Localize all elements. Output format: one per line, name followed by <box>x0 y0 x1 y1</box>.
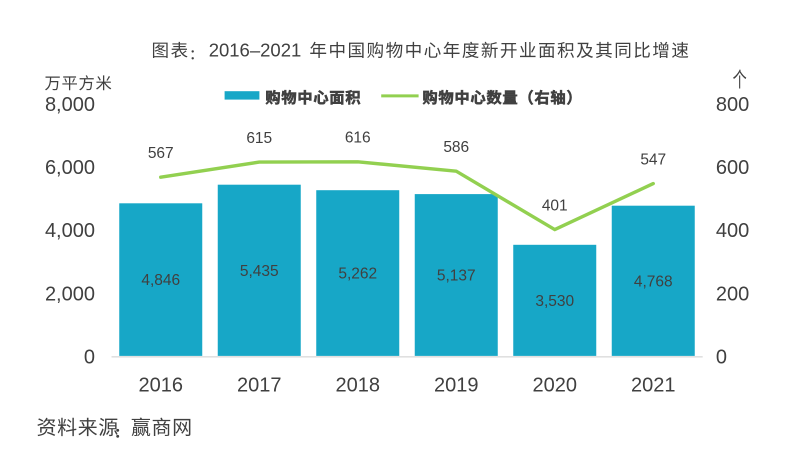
svg-text:4,000: 4,000 <box>45 220 95 242</box>
svg-text:600: 600 <box>716 157 749 179</box>
svg-text:615: 615 <box>246 130 272 147</box>
svg-text:200: 200 <box>716 283 749 305</box>
svg-text:5,262: 5,262 <box>338 266 377 283</box>
svg-text:401: 401 <box>542 197 568 214</box>
svg-text:2017: 2017 <box>237 375 282 397</box>
svg-text:4,846: 4,846 <box>141 272 180 289</box>
svg-text:8,000: 8,000 <box>45 94 95 116</box>
svg-text:2016: 2016 <box>139 375 184 397</box>
svg-text:4,768: 4,768 <box>634 273 673 290</box>
svg-text:400: 400 <box>716 220 749 242</box>
svg-text:2016–2021: 2016–2021 <box>209 39 302 60</box>
svg-text:2021: 2021 <box>631 375 676 397</box>
svg-text:547: 547 <box>640 151 666 168</box>
svg-text:2019: 2019 <box>434 375 479 397</box>
svg-text:2,000: 2,000 <box>45 283 95 305</box>
svg-text:5,137: 5,137 <box>437 268 476 285</box>
svg-text:567: 567 <box>148 145 174 162</box>
svg-text:2018: 2018 <box>336 375 381 397</box>
svg-text:2020: 2020 <box>533 375 578 397</box>
svg-text:0: 0 <box>716 347 727 369</box>
svg-text:0: 0 <box>84 347 95 369</box>
svg-text:3,530: 3,530 <box>535 293 574 310</box>
svg-text:586: 586 <box>443 139 469 156</box>
svg-text:6,000: 6,000 <box>45 157 95 179</box>
svg-text:616: 616 <box>345 129 371 146</box>
svg-text:5,435: 5,435 <box>240 263 279 280</box>
svg-text:800: 800 <box>716 94 749 116</box>
